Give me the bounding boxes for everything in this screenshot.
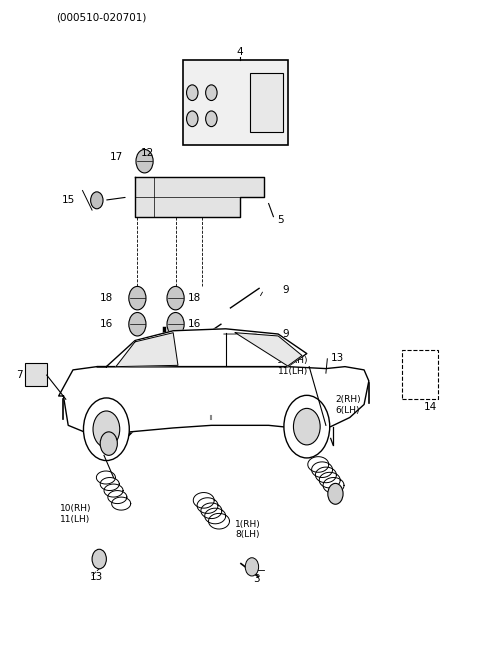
Circle shape xyxy=(167,312,184,336)
Polygon shape xyxy=(235,333,302,366)
Text: 10(RH): 10(RH) xyxy=(277,356,308,365)
Text: 13: 13 xyxy=(331,353,344,363)
Circle shape xyxy=(92,550,107,569)
Circle shape xyxy=(100,432,117,455)
Polygon shape xyxy=(135,178,264,217)
Circle shape xyxy=(245,558,259,576)
Circle shape xyxy=(269,80,278,93)
Text: 14: 14 xyxy=(424,402,437,412)
Polygon shape xyxy=(116,333,178,367)
Polygon shape xyxy=(59,367,369,435)
Text: 13: 13 xyxy=(90,572,104,582)
Text: 3: 3 xyxy=(253,574,260,584)
Text: 6(LH): 6(LH) xyxy=(336,406,360,415)
Text: 2(RH): 2(RH) xyxy=(336,395,361,403)
Circle shape xyxy=(84,398,129,460)
Text: 17: 17 xyxy=(110,151,123,162)
Text: (000510-020701): (000510-020701) xyxy=(56,12,147,23)
Circle shape xyxy=(205,111,217,126)
Text: 7: 7 xyxy=(16,370,23,380)
Text: 12: 12 xyxy=(140,148,154,158)
FancyBboxPatch shape xyxy=(183,60,288,145)
Text: 8(LH): 8(LH) xyxy=(235,531,260,540)
Circle shape xyxy=(293,408,320,445)
Text: 11(LH): 11(LH) xyxy=(278,367,308,376)
Text: 16: 16 xyxy=(100,319,114,329)
Circle shape xyxy=(269,105,278,119)
Circle shape xyxy=(129,286,146,310)
Circle shape xyxy=(93,411,120,447)
Text: 1(RH): 1(RH) xyxy=(235,520,261,529)
Circle shape xyxy=(205,85,217,100)
Text: 18: 18 xyxy=(100,293,114,303)
Text: 9: 9 xyxy=(282,285,288,295)
Bar xyxy=(402,350,438,400)
Bar xyxy=(250,73,283,132)
Circle shape xyxy=(187,111,198,126)
Circle shape xyxy=(254,105,264,119)
Polygon shape xyxy=(97,329,307,367)
Circle shape xyxy=(167,286,184,310)
Circle shape xyxy=(284,396,330,458)
Text: 4: 4 xyxy=(237,47,243,56)
Text: 18: 18 xyxy=(188,293,201,303)
Text: 5: 5 xyxy=(277,215,284,225)
Bar xyxy=(25,364,47,386)
Text: 10(RH): 10(RH) xyxy=(60,504,91,514)
Text: 9: 9 xyxy=(282,329,288,339)
Circle shape xyxy=(187,85,198,100)
Circle shape xyxy=(129,312,146,336)
Text: 16: 16 xyxy=(188,319,201,329)
Text: 11(LH): 11(LH) xyxy=(60,515,91,525)
Circle shape xyxy=(91,192,103,209)
Circle shape xyxy=(254,80,264,93)
Text: 15: 15 xyxy=(62,195,75,205)
Circle shape xyxy=(328,483,343,504)
Circle shape xyxy=(136,149,153,173)
